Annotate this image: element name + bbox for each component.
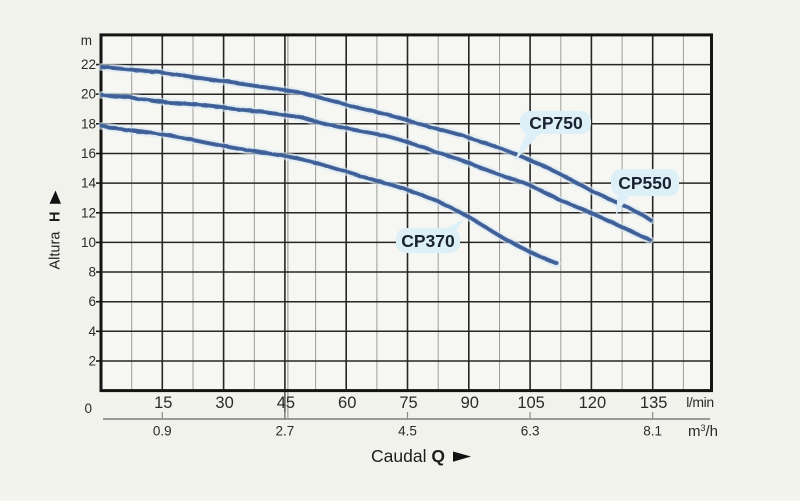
svg-text:16: 16 [81, 146, 96, 161]
svg-text:90: 90 [461, 394, 479, 412]
svg-text:10: 10 [81, 235, 96, 250]
svg-text:Altura: Altura [48, 231, 64, 270]
svg-text:l/min: l/min [686, 394, 714, 410]
svg-text:105: 105 [517, 394, 545, 412]
svg-text:2: 2 [88, 354, 96, 369]
svg-text:45: 45 [277, 394, 295, 412]
svg-text:8: 8 [88, 265, 96, 280]
svg-text:135: 135 [640, 394, 668, 412]
svg-text:4.5: 4.5 [398, 424, 417, 439]
svg-text:0.9: 0.9 [153, 424, 172, 439]
svg-text:CP550: CP550 [618, 173, 672, 193]
svg-text:8.1: 8.1 [643, 424, 662, 439]
svg-text:20: 20 [81, 87, 96, 102]
svg-text:Caudal Q: Caudal Q [371, 446, 445, 466]
svg-text:6: 6 [88, 294, 96, 309]
svg-text:CP750: CP750 [529, 113, 583, 133]
svg-text:2.7: 2.7 [276, 424, 295, 439]
svg-text:H: H [48, 212, 64, 222]
svg-text:75: 75 [399, 394, 417, 412]
svg-text:30: 30 [215, 394, 233, 412]
svg-text:22: 22 [81, 57, 96, 72]
svg-text:m: m [81, 33, 92, 48]
svg-text:0: 0 [84, 401, 92, 416]
svg-text:18: 18 [81, 116, 96, 131]
svg-text:m3/h: m3/h [688, 423, 718, 440]
svg-text:15: 15 [154, 394, 172, 412]
svg-text:12: 12 [81, 205, 96, 220]
svg-text:6.3: 6.3 [521, 424, 540, 439]
svg-text:14: 14 [81, 176, 97, 191]
svg-text:4: 4 [88, 324, 96, 339]
svg-text:CP370: CP370 [401, 231, 455, 251]
svg-text:60: 60 [338, 394, 356, 412]
svg-text:120: 120 [579, 394, 607, 412]
